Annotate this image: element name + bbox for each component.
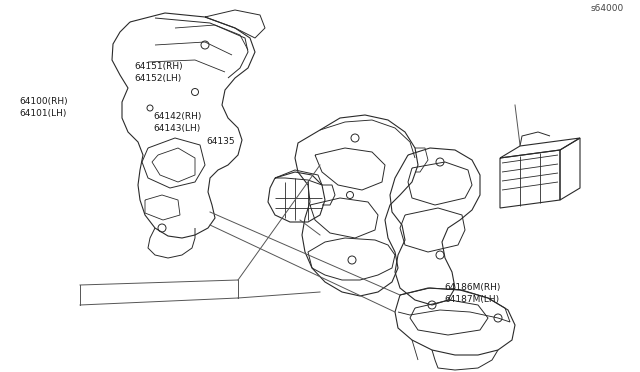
Text: 64100(RH)
64101(LH): 64100(RH) 64101(LH) [19,97,68,118]
Text: s64000: s64000 [591,4,624,13]
Text: 64151(RH)
64152(LH): 64151(RH) 64152(LH) [134,62,183,83]
Text: 64142(RH)
64143(LH): 64142(RH) 64143(LH) [154,112,202,133]
Text: 64186M(RH)
64187M(LH): 64186M(RH) 64187M(LH) [445,283,501,304]
Text: 64135: 64135 [207,137,235,146]
